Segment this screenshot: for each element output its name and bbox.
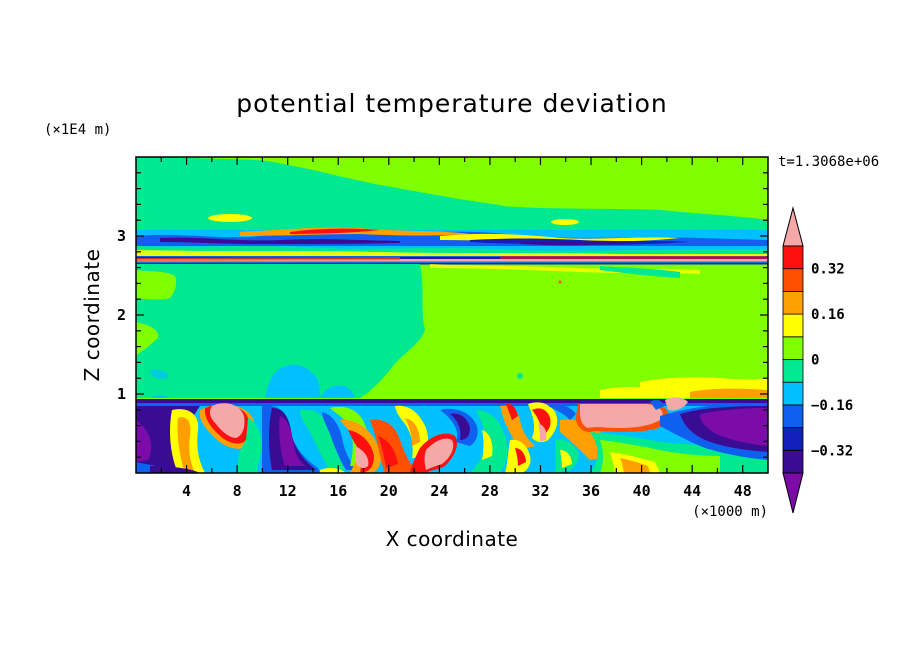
colorbar-segment (782, 336, 804, 360)
colorbar-segment (782, 404, 804, 428)
x-tick-label: 36 (582, 482, 600, 500)
x-tick-label: 8 (233, 482, 242, 500)
colorbar-segment (782, 381, 804, 406)
field-small-spot (517, 373, 523, 379)
field-mid-positive-strip-2 (600, 387, 660, 398)
colorbar-segment (782, 359, 804, 383)
field-mid-dip-3 (150, 395, 170, 398)
colorbar-label: 0.32 (811, 262, 845, 278)
field-tropopause-band (136, 227, 768, 278)
colorbar-segment (782, 290, 804, 315)
colorbar-segment (782, 427, 804, 451)
x-tick-label: 28 (481, 482, 499, 500)
field-upper-positive-lens (208, 214, 252, 222)
field-mid-left-zero (136, 322, 159, 355)
colorbar-extend-bottom (782, 472, 804, 514)
field-boundary-layer (136, 397, 768, 473)
y-unit-label: (×1E4 m) (44, 122, 111, 138)
time-label: t=1.3068e+06 (778, 154, 879, 170)
field-mid-left-zero-2 (136, 270, 177, 300)
y-axis-label: Z coordinate (80, 249, 104, 382)
colorbar-label: −0.32 (811, 443, 853, 459)
x-axis: 4 8 12 16 20 24 28 32 36 40 44 48 (160, 157, 752, 500)
colorbar-segment (782, 449, 804, 474)
x-tick-label: 20 (380, 482, 398, 500)
colorbar-segment (782, 268, 804, 292)
field-mid-positive-strip-3 (690, 388, 768, 398)
field-small-spot-2 (558, 280, 562, 284)
x-tick-label: 40 (633, 482, 651, 500)
x-tick-label: 32 (531, 482, 549, 500)
colorbar-label: −0.16 (811, 398, 853, 414)
x-tick-label: 24 (430, 482, 448, 500)
colorbar-label: 0 (811, 353, 819, 369)
field-mid-dip-4 (150, 369, 169, 379)
contour-field (136, 157, 768, 473)
x-tick-label: 44 (683, 482, 701, 500)
field-upper-zero (136, 157, 768, 220)
field-layer-above-band (136, 203, 768, 232)
x-tick-label: 48 (734, 482, 752, 500)
x-axis-label: X coordinate (386, 527, 519, 551)
colorbar-label: 0.16 (811, 307, 845, 323)
field-mid-dip-1 (265, 364, 320, 398)
chart-title: potential temperature deviation (236, 89, 667, 118)
x-unit-label: (×1000 m) (692, 504, 768, 520)
colorbar-segment (782, 245, 804, 270)
colorbar-extend-top (782, 206, 804, 247)
colorbar-segment (782, 313, 804, 338)
y-tick-label: 2 (117, 306, 126, 324)
y-tick-label: 3 (117, 227, 126, 245)
x-tick-label: 16 (329, 482, 347, 500)
y-axis: 1 2 3 (117, 172, 768, 458)
x-tick-label: 4 (182, 482, 191, 500)
field-upper-positive-lens-2 (551, 219, 579, 225)
field-mid-left-negative (136, 264, 425, 398)
field-mid-dip-2 (320, 385, 355, 398)
y-tick-label: 1 (117, 385, 126, 403)
colorbar: 0.32 0.16 0 −0.16 −0.32 (782, 206, 853, 514)
x-tick-label: 12 (279, 482, 297, 500)
